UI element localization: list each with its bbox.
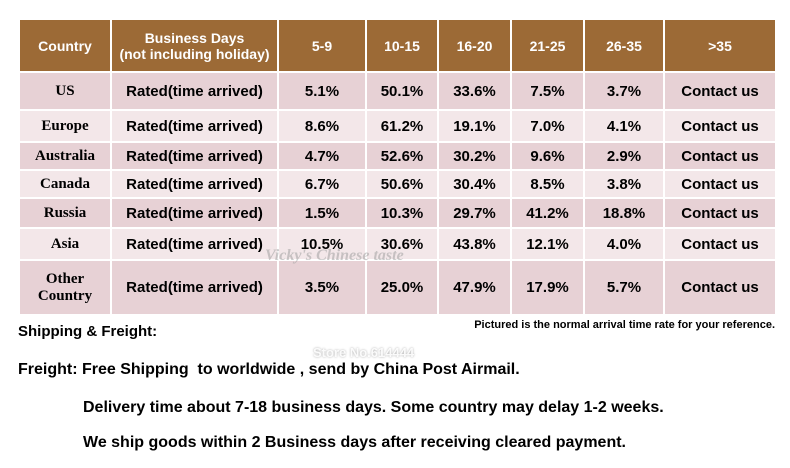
notes-heading: Shipping & Freight: (18, 323, 158, 340)
value-cell: 4.1% (583, 109, 665, 143)
value-cell: Contact us (663, 71, 777, 111)
value-cell: Contact us (663, 259, 777, 316)
value-cell: 3.8% (583, 169, 665, 199)
header-cell: 5-9 (277, 18, 367, 73)
value-cell: 50.1% (365, 71, 439, 111)
delivery-note: Delivery time about 7-18 business days. … (83, 399, 664, 416)
value-cell: 5.7% (583, 259, 665, 316)
header-cell: Business Days (not including holiday) (110, 18, 279, 73)
shipping-table: Country Business Days (not including holid… (18, 18, 777, 316)
country-cell: Russia (18, 197, 112, 229)
header-note: (not including holiday) (119, 45, 270, 62)
label-cell: Rated(time arrived) (110, 227, 279, 261)
header-title: Business Days (144, 29, 245, 46)
value-cell: 2.9% (583, 141, 665, 171)
table-row: US Rated(time arrived) 5.1% 50.1% 33.6% 7.5% 3… (18, 71, 777, 111)
watermark-store: Store No.614444 (313, 345, 415, 360)
header-row: Country Business Days (not including holid… (18, 18, 777, 73)
value-cell: 5.1% (277, 71, 367, 111)
country-cell: Canada (18, 169, 112, 199)
value-cell: 17.9% (510, 259, 585, 316)
value-cell: 9.6% (510, 141, 585, 171)
label-cell: Rated(time arrived) (110, 141, 279, 171)
value-cell: 18.8% (583, 197, 665, 229)
value-cell: 3.7% (583, 71, 665, 111)
value-cell: 19.1% (437, 109, 512, 143)
value-cell: Contact us (663, 197, 777, 229)
reference-note: Pictured is the normal arrival time rate… (474, 319, 775, 331)
label-cell: Rated(time arrived) (110, 71, 279, 111)
table-row: Canada Rated(time arrived) 6.7% 50.6% 30.4% 8… (18, 169, 777, 199)
value-cell: 50.6% (365, 169, 439, 199)
value-cell: 3.5% (277, 259, 367, 316)
value-cell: 30.2% (437, 141, 512, 171)
country-cell: US (18, 71, 112, 111)
header-cell: 16-20 (437, 18, 512, 73)
header-cell: >35 (663, 18, 777, 73)
value-cell: 10.5% (277, 227, 367, 261)
country-cell: Europe (18, 109, 112, 143)
value-cell: 4.7% (277, 141, 367, 171)
header-cell: 10-15 (365, 18, 439, 73)
label-cell: Rated(time arrived) (110, 259, 279, 316)
table-row: Russia Rated(time arrived) 1.5% 10.3% 29.7% 4… (18, 197, 777, 229)
country-cell: Asia (18, 227, 112, 261)
table-body: US Rated(time arrived) 5.1% 50.1% 33.6% 7.5% 3… (18, 71, 777, 316)
value-cell: 1.5% (277, 197, 367, 229)
value-cell: 25.0% (365, 259, 439, 316)
country-cell: Other Country (18, 259, 112, 316)
value-cell: 61.2% (365, 109, 439, 143)
value-cell: 33.6% (437, 71, 512, 111)
country-cell: Australia (18, 141, 112, 171)
value-cell: 43.8% (437, 227, 512, 261)
watermark-brand: Vicky's Chinese taste (265, 247, 404, 264)
header-cell: Country (18, 18, 112, 73)
value-cell: 30.6% (365, 227, 439, 261)
value-cell: 52.6% (365, 141, 439, 171)
table-row: Other Country Rated(time arrived) 3.5% 25.0… (18, 259, 777, 316)
value-cell: 41.2% (510, 197, 585, 229)
value-cell: 4.0% (583, 227, 665, 261)
label-cell: Rated(time arrived) (110, 197, 279, 229)
header-cell: 21-25 (510, 18, 585, 73)
value-cell: 7.0% (510, 109, 585, 143)
value-cell: 7.5% (510, 71, 585, 111)
value-cell: Contact us (663, 141, 777, 171)
value-cell: 29.7% (437, 197, 512, 229)
table-row: Europe Rated(time arrived) 8.6% 61.2% 19.1% 7… (18, 109, 777, 143)
value-cell: Contact us (663, 227, 777, 261)
label-cell: Rated(time arrived) (110, 169, 279, 199)
freight-note: Freight: Free Shipping to worldwide , se… (18, 361, 520, 378)
value-cell: 30.4% (437, 169, 512, 199)
dispatch-note: We ship goods within 2 Business days aft… (83, 434, 626, 451)
value-cell: 12.1% (510, 227, 585, 261)
value-cell: 8.5% (510, 169, 585, 199)
value-cell: 10.3% (365, 197, 439, 229)
table-row: Australia Rated(time arrived) 4.7% 52.6% 30.… (18, 141, 777, 171)
label-cell: Rated(time arrived) (110, 109, 279, 143)
table-row: Asia Rated(time arrived) 10.5% 30.6% 43.8% 12… (18, 227, 777, 261)
value-cell: 47.9% (437, 259, 512, 316)
value-cell: Contact us (663, 109, 777, 143)
value-cell: 6.7% (277, 169, 367, 199)
value-cell: 8.6% (277, 109, 367, 143)
header-cell: 26-35 (583, 18, 665, 73)
value-cell: Contact us (663, 169, 777, 199)
